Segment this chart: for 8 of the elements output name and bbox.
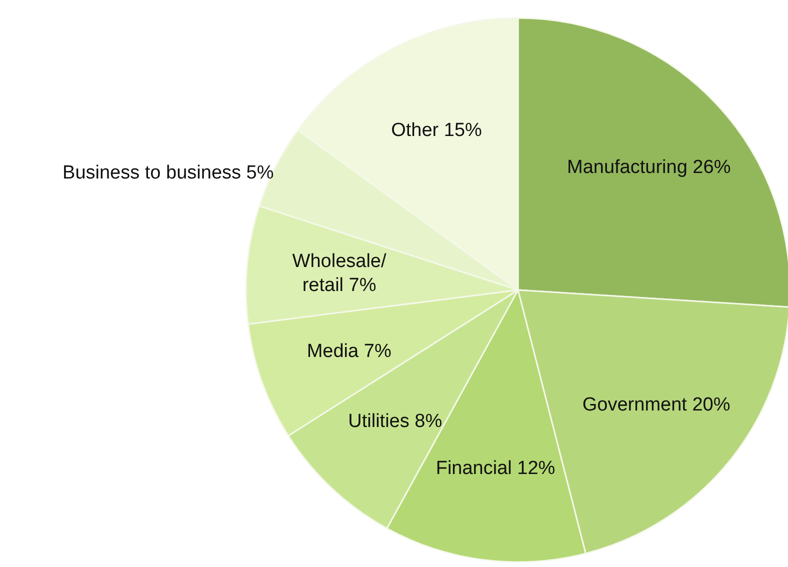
slice-label: Wholesale/retail 7% <box>292 250 387 296</box>
slice-label: Manufacturing 26% <box>567 156 731 178</box>
slice-label: Business to business 5% <box>62 162 274 184</box>
slice-label: Other 15% <box>391 120 482 141</box>
slice-label: Utilities 8% <box>348 410 442 432</box>
slice-label: Financial 12% <box>436 458 556 479</box>
slice-label: Media 7% <box>306 340 392 362</box>
slice-label: Government 20% <box>582 394 730 415</box>
